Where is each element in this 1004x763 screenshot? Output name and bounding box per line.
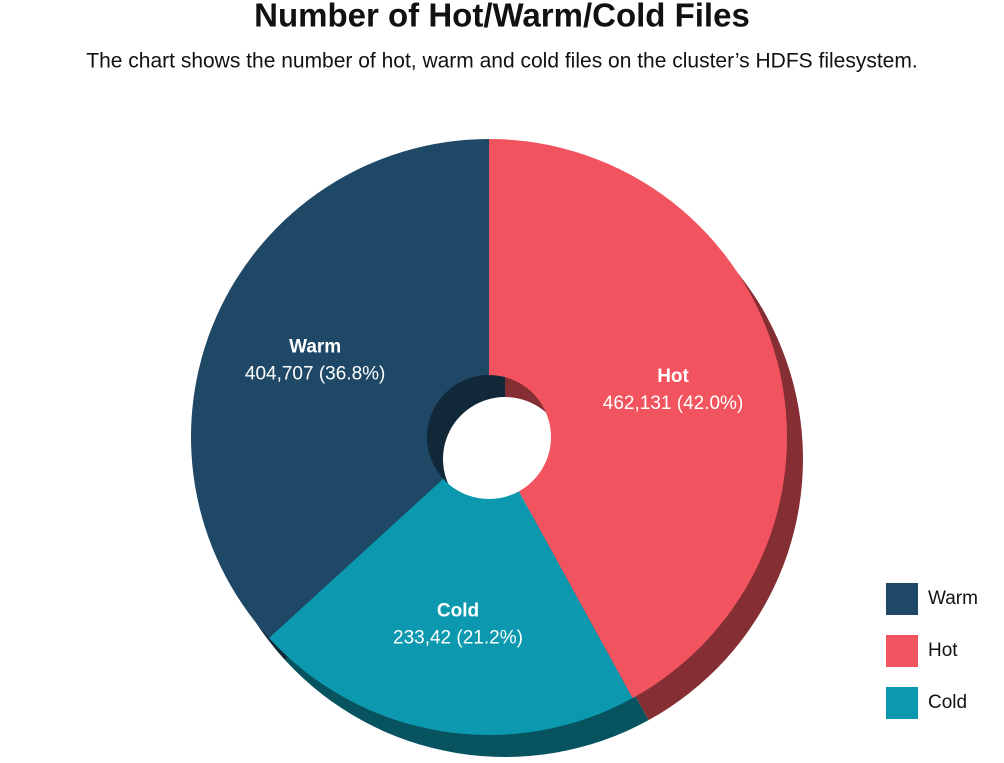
legend-swatch xyxy=(886,583,918,615)
donut-hole xyxy=(457,405,521,469)
slice xyxy=(190,139,489,639)
slice xyxy=(269,478,633,735)
slice-value: 404,707 (36.8%) xyxy=(245,363,386,384)
slice-name: Hot xyxy=(657,366,689,387)
legend-label: Warm xyxy=(928,588,978,609)
legend-label: Hot xyxy=(928,640,958,661)
legend-swatch xyxy=(886,635,918,667)
legend-swatch xyxy=(886,687,918,719)
slice-name: Cold xyxy=(437,600,479,621)
legend-label: Cold xyxy=(928,692,967,713)
slice-name: Warm xyxy=(289,336,341,357)
chart-title: Number of Hot/Warm/Cold Files xyxy=(254,0,750,34)
chart-subtitle: The chart shows the number of hot, warm … xyxy=(86,50,917,73)
slice xyxy=(489,139,787,699)
slice-value: 462,131 (42.0%) xyxy=(603,393,744,414)
slice-value: 233,42 (21.2%) xyxy=(393,627,523,648)
